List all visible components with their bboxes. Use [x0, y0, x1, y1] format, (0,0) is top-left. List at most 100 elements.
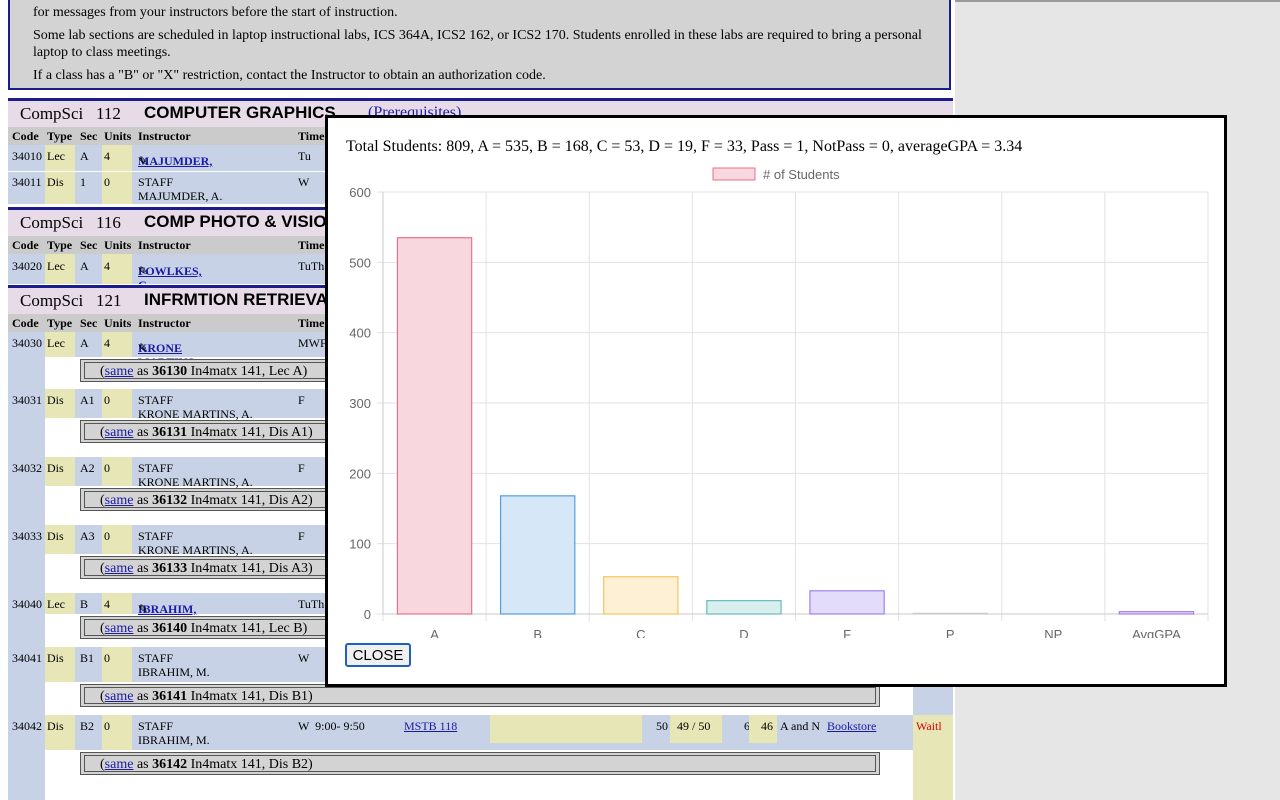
- same-as-box: (same as 36133 In4matx 141, Dis A3): [80, 556, 333, 579]
- same-course-code: 36133: [152, 561, 188, 576]
- instructor-link[interactable]: FOWLKES, C.: [138, 264, 202, 284]
- y-tick-label: 0: [364, 607, 371, 622]
- section-sec: A: [80, 336, 89, 350]
- same-link[interactable]: same: [104, 757, 134, 772]
- bar-d: [706, 600, 782, 615]
- same-link[interactable]: same: [104, 364, 134, 379]
- section-time: MWF: [298, 336, 327, 350]
- same-as-text: as: [136, 364, 149, 379]
- same-as-text: as: [136, 561, 149, 576]
- section-type: Dis: [47, 461, 64, 475]
- same-course-desc: In4matx 141, Dis A1): [190, 425, 313, 440]
- same-as-box: (same as 36142 In4matx 141, Dis B2): [80, 752, 880, 775]
- bookstore-link[interactable]: Bookstore: [827, 719, 877, 733]
- status-badge: Waitl: [916, 719, 942, 733]
- section-type: Lec: [47, 336, 65, 350]
- section-code: 34031: [12, 393, 42, 407]
- course-dept: CompSci: [20, 291, 84, 310]
- bar-b: [499, 495, 576, 615]
- section-type: Dis: [47, 651, 64, 665]
- enrolled-count: 49 / 50: [677, 719, 711, 733]
- place-link[interactable]: MSTB 118: [404, 719, 458, 733]
- bar-p: [912, 612, 988, 615]
- same-link[interactable]: same: [104, 621, 134, 636]
- section-units: 0: [104, 461, 110, 475]
- instructor-name: STAFF: [138, 719, 174, 733]
- same-as-text: as: [136, 425, 149, 440]
- section-type: Dis: [47, 175, 64, 189]
- same-course-desc: In4matx 141, Lec B): [190, 621, 308, 636]
- same-course-desc: In4matx 141, Dis B2): [190, 757, 313, 772]
- course-title: INFRMTION RETRIEVA: [144, 290, 328, 309]
- close-button[interactable]: CLOSE: [345, 643, 411, 667]
- same-link[interactable]: same: [104, 689, 134, 704]
- section-time: TuTh: [298, 259, 325, 273]
- notice-line: Some lab sections are scheduled in lapto…: [33, 28, 922, 60]
- course-number: 121: [96, 291, 122, 310]
- course-dept: CompSci: [20, 213, 84, 232]
- x-tick-label: C: [636, 627, 645, 638]
- instructor-name-2: KRONE MARTINS, A.: [138, 407, 253, 421]
- col-sec: Sec: [80, 129, 98, 143]
- pencil-icon[interactable]: ✎: [138, 264, 149, 278]
- col-sec: Sec: [80, 316, 98, 330]
- same-course-code: 36140: [152, 621, 188, 636]
- col-units: Units: [104, 316, 132, 330]
- section-code: 34042: [12, 719, 42, 733]
- col-instructor: Instructor: [138, 316, 191, 330]
- instructor-name: STAFF: [138, 529, 174, 543]
- x-tick-label: D: [739, 627, 748, 638]
- same-as-box: (same as 36130 In4matx 141, Lec A): [80, 359, 333, 382]
- instructor-name-2: KRONE MARTINS, A.: [138, 543, 253, 557]
- instructor-name-2: KRONE MARTINS, A.: [138, 475, 253, 489]
- section-type: Lec: [47, 149, 65, 163]
- y-tick-label: 600: [349, 185, 371, 200]
- y-tick-label: 200: [349, 466, 371, 481]
- pencil-icon[interactable]: ✎: [138, 341, 149, 355]
- section-units: 4: [104, 259, 110, 273]
- same-link[interactable]: same: [104, 561, 134, 576]
- window-edge: [955, 0, 1280, 2]
- col-code: Code: [12, 129, 39, 143]
- same-link[interactable]: same: [104, 493, 134, 508]
- course-dept: CompSci: [20, 104, 84, 123]
- same-course-code: 36132: [152, 493, 188, 508]
- section-type: Dis: [47, 529, 64, 543]
- section-code: 34030: [12, 336, 42, 350]
- col-units: Units: [104, 238, 132, 252]
- legend-swatch: [712, 167, 756, 181]
- y-tick-label: 400: [349, 326, 371, 341]
- section-code: 34011: [12, 175, 42, 189]
- bar-f: [809, 590, 885, 615]
- section-code: 34032: [12, 461, 42, 475]
- instructor-name: STAFF: [138, 461, 174, 475]
- section-type: Dis: [47, 719, 64, 733]
- col-code: Code: [12, 238, 39, 252]
- section-sec: B: [80, 597, 89, 611]
- same-as-box: (same as 36140 In4matx 141, Lec B): [80, 616, 333, 639]
- col-code: Code: [12, 316, 39, 330]
- section-units: 0: [104, 719, 110, 733]
- section-sec: A: [80, 149, 89, 163]
- pencil-icon[interactable]: ✎: [138, 602, 149, 616]
- same-course-desc: In4matx 141, Dis A3): [190, 561, 313, 576]
- section-sec: A1: [80, 393, 95, 407]
- section-type: Lec: [47, 259, 65, 273]
- waitlist-count: 6: [744, 719, 750, 733]
- section-units: 0: [104, 529, 110, 543]
- pencil-icon[interactable]: ✎: [138, 154, 149, 168]
- instructor-name-2: IBRAHIM, M.: [138, 733, 210, 747]
- instructor-name: STAFF: [138, 393, 174, 407]
- col-instructor: Instructor: [138, 129, 191, 143]
- section-type: Dis: [47, 393, 64, 407]
- instructor-name: STAFF: [138, 175, 174, 189]
- notice-line: for messages from your instructors befor…: [33, 5, 398, 20]
- col-sec: Sec: [80, 238, 98, 252]
- section-code: 34040: [12, 597, 42, 611]
- col-time: Time: [298, 238, 325, 252]
- same-link[interactable]: same: [104, 425, 134, 440]
- section-code: 34010: [12, 149, 42, 163]
- restriction: A and N: [780, 719, 820, 733]
- section-units: 0: [104, 393, 110, 407]
- instructor-name-2: MAJUMDER, A.: [138, 189, 223, 203]
